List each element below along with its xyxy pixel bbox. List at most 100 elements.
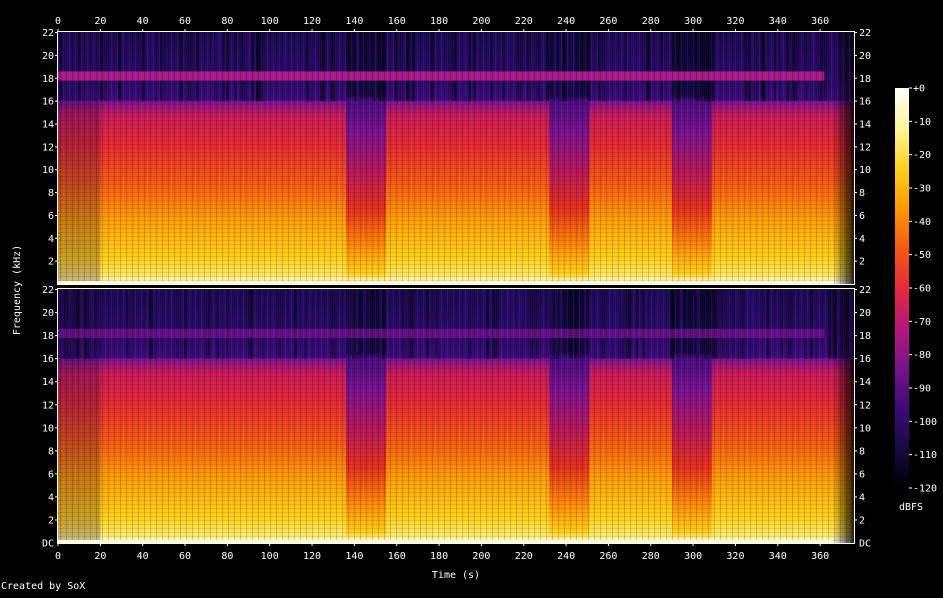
x-tick-label: 100 [261, 16, 279, 27]
y-tick-label: 16 [42, 354, 54, 365]
x-tick-label: 240 [557, 16, 575, 27]
y-tick-label: 22 [859, 28, 871, 39]
y-tick-label: 10 [42, 423, 54, 434]
x-tick-label: 80 [221, 16, 233, 27]
y-tick-label: 8 [859, 188, 865, 199]
y-tick-label: 14 [42, 120, 54, 131]
y-tick-label: 18 [42, 74, 54, 85]
x-tick-label: 340 [769, 551, 787, 562]
channel-2-spectrogram [58, 289, 854, 543]
x-tick-label: 40 [137, 551, 149, 562]
y-tick-label: 18 [859, 74, 871, 85]
x-tick-label: 0 [55, 16, 61, 27]
x-axis-label: Time (s) [432, 570, 480, 581]
x-tick-label: 160 [388, 551, 406, 562]
colorbar-tick-label: -10 [913, 117, 931, 128]
x-tick-label: 180 [430, 16, 448, 27]
x-tick-label: 0 [55, 551, 61, 562]
y-tick-label: 12 [42, 142, 54, 153]
y-tick-label: 10 [859, 423, 871, 434]
x-tick-label: 240 [557, 551, 575, 562]
y-tick-label: 2 [859, 257, 865, 268]
colorbar-tick-label: -80 [913, 350, 931, 361]
y-tick-label: 22 [859, 285, 871, 296]
credit-text: Created by SoX [1, 581, 85, 592]
colorbar-tick-label: -70 [913, 317, 931, 328]
x-tick-label: 260 [599, 16, 617, 27]
colorbar-tick-label: -110 [913, 450, 937, 461]
texture-horizontal [58, 358, 854, 543]
y-tick-label: 6 [48, 211, 54, 222]
x-tick-label: 60 [179, 551, 191, 562]
y-tick-label: 4 [48, 492, 54, 503]
y-tick-label: 6 [48, 469, 54, 480]
x-tick-label: 220 [515, 16, 533, 27]
colorbar-tick-label: -20 [913, 150, 931, 161]
x-tick-label: 260 [599, 551, 617, 562]
colorbar: +0 -10 -20 -30 -40 -50 -60 -70 -80 -90 -100 -110 -12… [895, 84, 937, 513]
y-tick-label: 2 [48, 257, 54, 268]
y-tick-label: 20 [859, 51, 871, 62]
panel-frame [57, 31, 855, 285]
x-tick-label: 280 [642, 551, 660, 562]
y-tick-label: 20 [42, 51, 54, 62]
y-tick-label: 12 [859, 142, 871, 153]
x-tick-label: 200 [472, 16, 490, 27]
y-tick-label: 14 [42, 377, 54, 388]
y-tick-label: 16 [42, 97, 54, 108]
colorbar-tick-label: -60 [913, 284, 931, 295]
y-tick-label: 10 [42, 165, 54, 176]
x-tick-label: 320 [726, 16, 744, 27]
x-tick-label: 320 [726, 551, 744, 562]
y-tick-label: 6 [859, 469, 865, 480]
x-tick-label: 20 [94, 551, 106, 562]
y-tick-label: 22 [42, 285, 54, 296]
colorbar-tick-label: +0 [913, 84, 925, 95]
colorbar-tick-label: -100 [913, 417, 937, 428]
colorbar-tick-label: -120 [913, 484, 937, 495]
y-tick-label: DC [42, 539, 54, 550]
x-tick-label: 80 [221, 551, 233, 562]
y-tick-label: 4 [48, 234, 54, 245]
x-tick-label: 340 [769, 16, 787, 27]
x-tick-label: 200 [472, 551, 490, 562]
y-tick-label: 16 [859, 354, 871, 365]
y-axis-label: Frequency (kHz) [12, 245, 23, 335]
y-tick-label: 10 [859, 165, 871, 176]
x-tick-label: 140 [345, 551, 363, 562]
x-tick-label: 140 [345, 16, 363, 27]
x-tick-label: 40 [137, 16, 149, 27]
y-tick-label: 12 [42, 400, 54, 411]
colorbar-gradient [895, 88, 909, 488]
x-tick-label: 60 [179, 16, 191, 27]
y-tick-label: 20 [42, 308, 54, 319]
y-tick-label: 2 [859, 515, 865, 526]
y-tick-label: 4 [859, 492, 865, 503]
x-tick-label: 180 [430, 551, 448, 562]
y-tick-label: 2 [48, 515, 54, 526]
y-tick-label: 14 [859, 120, 871, 131]
y-tick-label: 6 [859, 211, 865, 222]
x-tick-label: 120 [303, 16, 321, 27]
x-tick-label: 300 [684, 551, 702, 562]
y-tick-label: 22 [42, 28, 54, 39]
colorbar-tick-label: -30 [913, 184, 931, 195]
y-tick-label: 14 [859, 377, 871, 388]
colorbar-tick-label: -90 [913, 384, 931, 395]
x-tick-label: 100 [261, 551, 279, 562]
colorbar-tick-label: -40 [913, 217, 931, 228]
colorbar-ticks: +0 -10 -20 -30 -40 -50 -60 -70 -80 -90 -100 -110 -12… [909, 84, 937, 495]
y-tick-label: 18 [42, 331, 54, 342]
y-tick-label: DC [859, 539, 871, 550]
y-tick-label: 8 [48, 446, 54, 457]
colorbar-label: dBFS [899, 502, 923, 513]
x-tick-label: 360 [811, 16, 829, 27]
dc-line [58, 540, 833, 543]
y-tick-label: 20 [859, 308, 871, 319]
x-tick-label: 20 [94, 16, 106, 27]
y-tick-label: 16 [859, 97, 871, 108]
y-tick-label: 4 [859, 234, 865, 245]
x-tick-label: 360 [811, 551, 829, 562]
